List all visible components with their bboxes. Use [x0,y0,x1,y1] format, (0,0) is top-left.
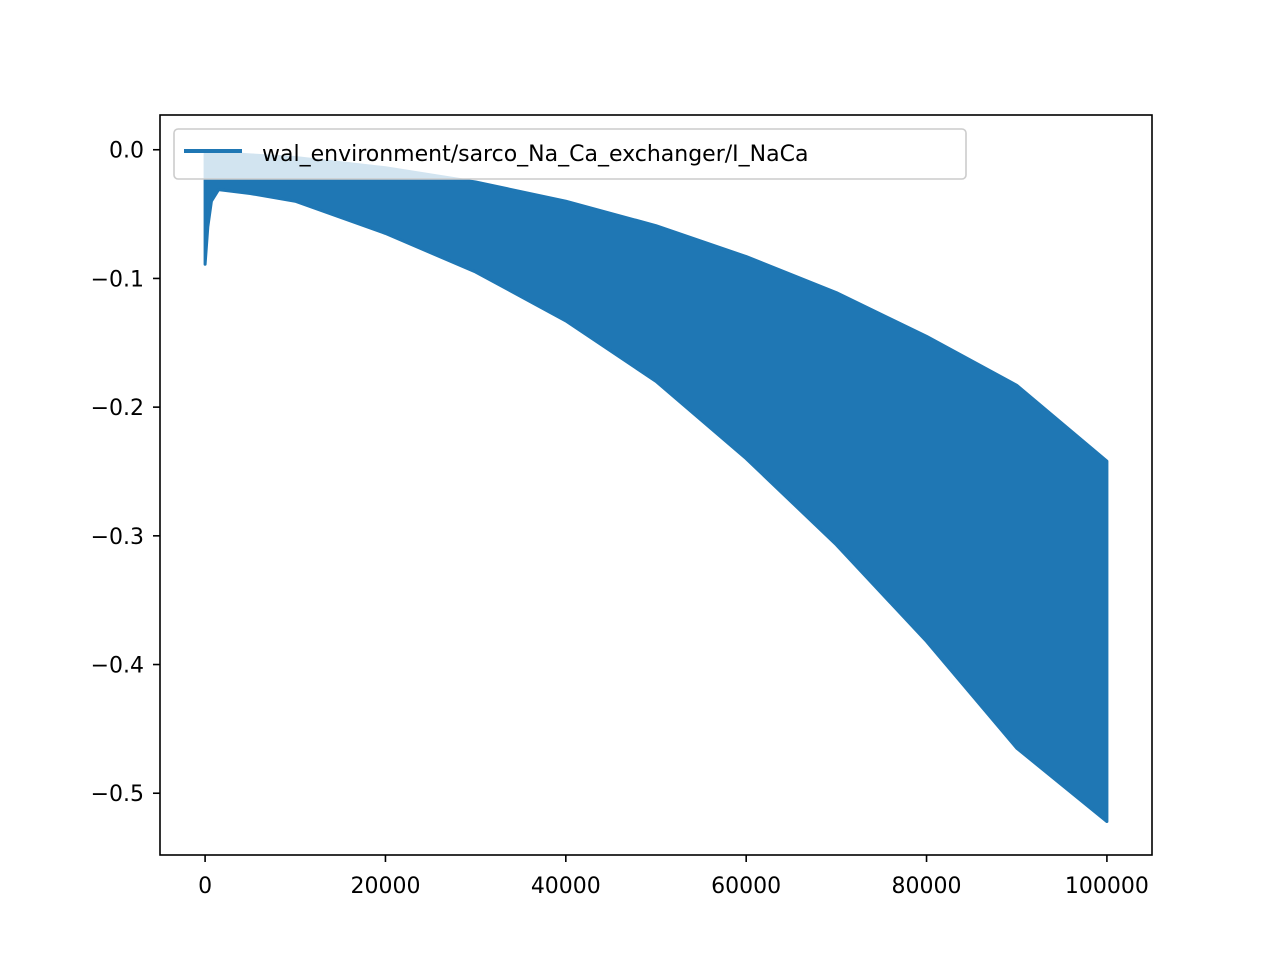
x-tick-label: 40000 [531,874,601,899]
x-tick-label: 0 [198,874,212,899]
legend: wal_environment/sarco_Na_Ca_exchanger/I_… [173,128,967,180]
legend-box [173,128,967,180]
x-tick-label: 60000 [711,874,781,899]
y-axis: 0.0 −0.1 −0.2 −0.3 −0.4 −0.5 [91,139,160,807]
x-axis: 0 20000 40000 60000 80000 100000 [198,855,1149,899]
legend-label: wal_environment/sarco_Na_Ca_exchanger/I_… [262,142,808,167]
y-tick-label: −0.3 [91,525,144,550]
x-tick-label: 80000 [892,874,962,899]
y-tick-label: 0.0 [109,139,144,164]
axes-frame [159,114,1153,856]
x-tick-label: 100000 [1065,874,1149,899]
y-tick-label: −0.2 [91,396,144,421]
y-tick-label: −0.1 [91,267,144,292]
x-tick-label: 20000 [350,874,420,899]
plot-area [159,114,1153,856]
y-tick-label: −0.4 [91,654,144,679]
y-tick-label: −0.5 [91,782,144,807]
